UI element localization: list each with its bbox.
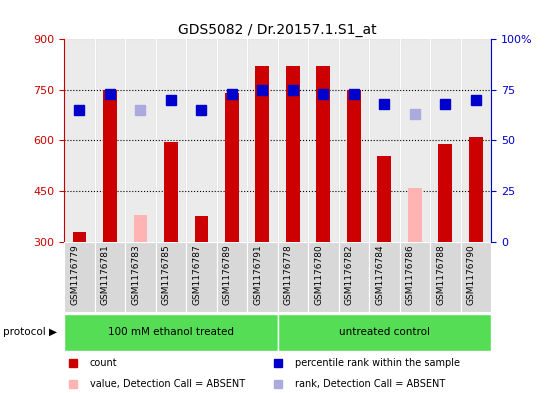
Bar	[73, 231, 86, 242]
Bar	[164, 142, 178, 242]
Bar	[217, 39, 247, 242]
Text: GSM1176786: GSM1176786	[406, 244, 415, 305]
Bar	[186, 39, 217, 242]
Bar	[103, 90, 117, 242]
Bar	[408, 188, 422, 242]
Bar	[156, 242, 186, 312]
Bar	[247, 242, 277, 312]
Text: GSM1176780: GSM1176780	[314, 244, 323, 305]
Bar	[316, 66, 330, 242]
Bar	[225, 93, 239, 242]
Text: GSM1176784: GSM1176784	[376, 244, 384, 305]
Bar	[125, 39, 156, 242]
Bar	[439, 144, 452, 242]
Bar	[430, 242, 460, 312]
Text: GSM1176783: GSM1176783	[131, 244, 141, 305]
Bar	[308, 242, 339, 312]
Bar	[430, 39, 460, 242]
Bar	[133, 215, 147, 242]
Text: GSM1176787: GSM1176787	[193, 244, 201, 305]
Text: rank, Detection Call = ABSENT: rank, Detection Call = ABSENT	[295, 379, 445, 389]
Bar	[186, 242, 217, 312]
Text: 100 mM ethanol treated: 100 mM ethanol treated	[108, 327, 234, 338]
Bar	[195, 217, 208, 242]
Text: GSM1176789: GSM1176789	[223, 244, 232, 305]
Bar	[278, 242, 308, 312]
Bar	[156, 39, 186, 242]
Text: GSM1176790: GSM1176790	[467, 244, 476, 305]
Bar	[400, 242, 430, 312]
Bar	[125, 242, 156, 312]
Text: protocol ▶: protocol ▶	[3, 327, 57, 338]
Bar	[400, 39, 430, 242]
Text: percentile rank within the sample: percentile rank within the sample	[295, 358, 460, 368]
Bar	[347, 90, 360, 242]
Bar	[377, 156, 391, 242]
Text: untreated control: untreated control	[339, 327, 430, 338]
Bar	[217, 242, 247, 312]
Bar	[95, 242, 125, 312]
Text: GSM1176785: GSM1176785	[162, 244, 171, 305]
Bar	[95, 39, 125, 242]
Text: GSM1176791: GSM1176791	[253, 244, 262, 305]
Bar	[256, 66, 269, 242]
Bar	[64, 314, 277, 351]
Bar	[247, 39, 277, 242]
Text: GSM1176788: GSM1176788	[436, 244, 445, 305]
Bar	[369, 39, 400, 242]
Text: GSM1176779: GSM1176779	[70, 244, 79, 305]
Text: GSM1176781: GSM1176781	[101, 244, 110, 305]
Text: GSM1176778: GSM1176778	[284, 244, 293, 305]
Bar	[278, 39, 308, 242]
Bar	[369, 242, 400, 312]
Bar	[64, 39, 95, 242]
Text: value, Detection Call = ABSENT: value, Detection Call = ABSENT	[90, 379, 245, 389]
Bar	[339, 39, 369, 242]
Bar	[277, 314, 491, 351]
Bar	[64, 242, 95, 312]
Title: GDS5082 / Dr.20157.1.S1_at: GDS5082 / Dr.20157.1.S1_at	[179, 23, 377, 37]
Bar	[308, 39, 339, 242]
Text: count: count	[90, 358, 117, 368]
Bar	[339, 242, 369, 312]
Bar	[460, 39, 491, 242]
Bar	[469, 137, 483, 242]
Bar	[460, 242, 491, 312]
Bar	[286, 66, 300, 242]
Text: GSM1176782: GSM1176782	[345, 244, 354, 305]
